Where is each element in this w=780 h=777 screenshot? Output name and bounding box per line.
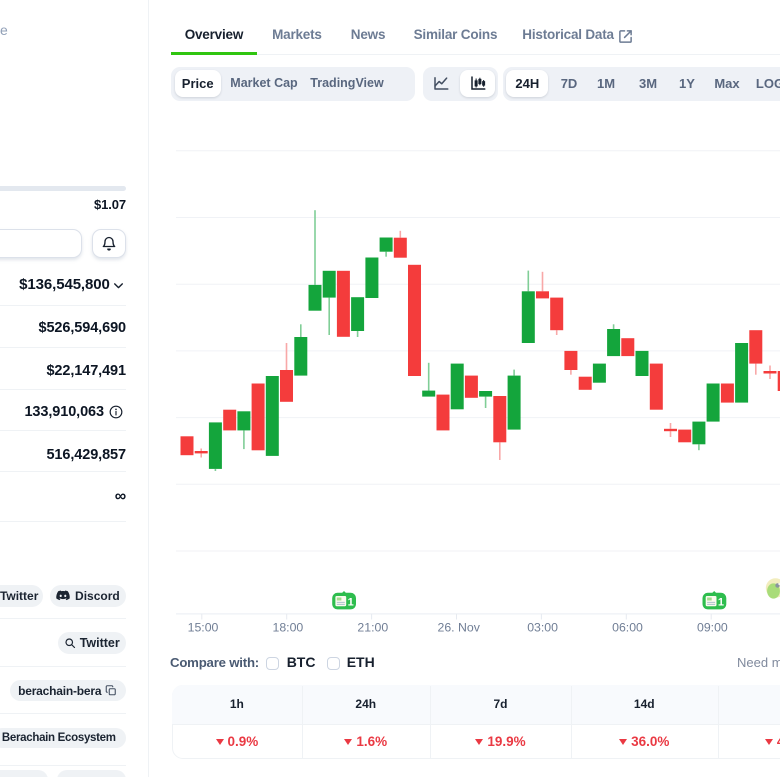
svg-text:21:00: 21:00: [357, 621, 388, 635]
svg-text:09:00: 09:00: [697, 621, 728, 635]
svg-text:03:00: 03:00: [527, 621, 558, 635]
svg-text:06:00: 06:00: [612, 621, 643, 635]
svg-text:15:00: 15:00: [188, 621, 219, 635]
svg-text:1: 1: [348, 596, 354, 608]
svg-text:26. Nov: 26. Nov: [438, 621, 481, 635]
svg-text:1: 1: [718, 596, 724, 608]
svg-text:18:00: 18:00: [273, 621, 304, 635]
